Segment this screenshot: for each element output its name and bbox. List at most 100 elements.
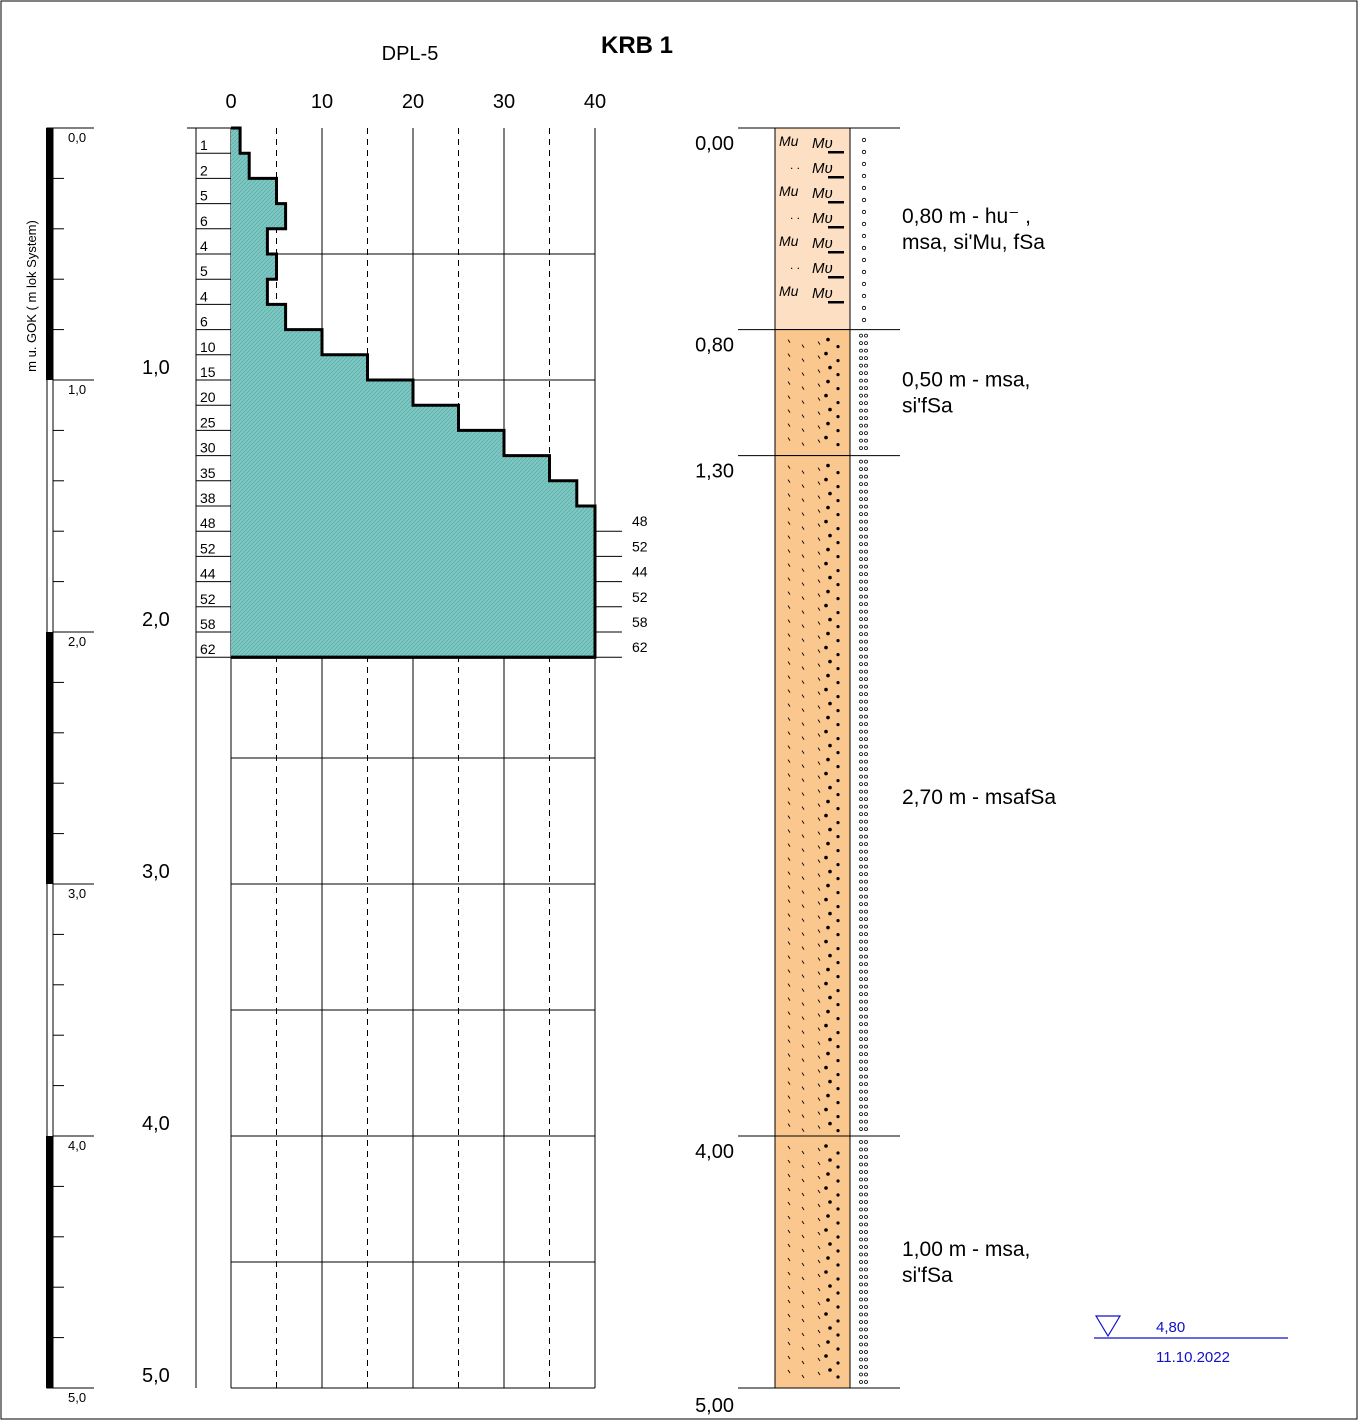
sample-dot (864, 587, 868, 591)
sample-dot (864, 1200, 868, 1204)
sand-dot (836, 569, 840, 573)
sand-tick (801, 358, 805, 362)
soil-symbol-dot: . . (790, 258, 800, 272)
sample-dot (859, 759, 863, 764)
sand-dot (836, 443, 840, 447)
sample-dot (859, 999, 863, 1004)
sand-dot (826, 925, 830, 930)
layer-top-depth: 0,80 (695, 335, 734, 357)
sample-dot (864, 534, 868, 539)
sand-dot (828, 1200, 832, 1204)
sample-dot (859, 684, 863, 689)
sand-tick (801, 624, 805, 628)
sand-tick (801, 974, 805, 978)
sample-dot (864, 1260, 868, 1264)
sand-tick (801, 498, 805, 502)
sample-dot (864, 849, 868, 854)
soil-symbol-dot: . . (790, 208, 800, 222)
sand-dot (826, 757, 830, 762)
sample-dot (864, 504, 868, 509)
sample-dot (864, 1097, 868, 1101)
sample-dot (859, 1200, 863, 1204)
sand-tick (787, 493, 791, 497)
sample-dot (859, 1162, 863, 1167)
sand-tick (817, 1189, 821, 1194)
sample-dot (864, 879, 868, 884)
sample-dot (859, 1312, 863, 1317)
sample-dot (864, 1357, 868, 1362)
sand-dot (826, 1051, 830, 1056)
sand-dot (836, 387, 840, 391)
sand-tick (801, 932, 805, 936)
sample-dot (859, 804, 863, 809)
sample-dot (859, 534, 863, 539)
blow-count-value: 35 (200, 465, 216, 481)
sand-dot (826, 1172, 830, 1176)
sand-dot (824, 477, 828, 482)
sand-tick (787, 731, 791, 735)
sand-dot (824, 603, 828, 608)
sand-dot (824, 1023, 828, 1028)
probe-depth-label: 1,0 (142, 357, 170, 379)
sample-dot (864, 1290, 868, 1294)
sample-dot (864, 431, 868, 436)
sand-dot (826, 1340, 830, 1344)
sand-dot (836, 1333, 840, 1337)
depth-scale: m u. GOK ( m lok System) 0,0 1,0 2,0 3,0 4,0… (24, 127, 94, 1405)
sand-dot (836, 373, 840, 377)
sand-dot (828, 953, 832, 958)
sample-dot (859, 1275, 863, 1279)
sand-dot (824, 939, 828, 944)
sample-dot (859, 1327, 863, 1332)
sand-tick (817, 929, 821, 933)
blow-count-overflow-labels: 48 52 44 52 58 62 (595, 513, 648, 658)
soil-symbol-mu: Mᴜ (812, 185, 833, 202)
sample-dot (861, 209, 867, 215)
sample-dot (859, 489, 863, 494)
probe-x-axis-ticks: 0 10 20 30 40 (225, 91, 606, 113)
sand-dot (836, 359, 840, 363)
sand-tick (787, 353, 791, 357)
blow-count-value: 6 (200, 213, 208, 229)
sand-dot (836, 1305, 840, 1309)
sand-dot (828, 995, 832, 1000)
sample-dot (859, 1097, 863, 1101)
soil-symbol-mu: Mu (779, 183, 799, 199)
sand-tick (801, 1192, 805, 1197)
sand-tick (801, 386, 805, 390)
sample-dot (859, 1127, 863, 1131)
sand-tick (801, 1290, 805, 1295)
bottom-depth-label: 5,00 (695, 1395, 734, 1417)
layer-description-2: si'fSa (902, 395, 953, 418)
sample-dot (864, 714, 868, 719)
sample-dot (859, 1147, 863, 1152)
sample-dot (859, 408, 863, 413)
sand-tick (801, 400, 805, 404)
sample-dot (859, 1320, 863, 1324)
sand-dot (826, 1093, 830, 1098)
sample-dot (859, 1074, 863, 1079)
sand-tick (801, 596, 805, 600)
sand-tick (817, 537, 821, 541)
sand-tick (817, 509, 821, 513)
sample-dot (859, 438, 863, 443)
sample-dot (864, 1067, 868, 1071)
sample-dot (861, 149, 867, 155)
sand-tick (801, 918, 805, 922)
soil-symbol-mu: Mᴜ (812, 135, 833, 152)
sand-tick (801, 1086, 805, 1090)
sample-dot (864, 1052, 868, 1056)
soil-symbol-mu: Mᴜ (812, 235, 833, 252)
sand-tick (817, 1111, 821, 1115)
depth-scale-ticks: 0,0 1,0 2,0 3,0 4,0 5,0 (53, 127, 94, 1405)
sand-tick (801, 484, 805, 488)
sand-tick (801, 792, 805, 796)
sand-dot (836, 611, 840, 615)
sand-tick (787, 871, 791, 875)
sand-dot (836, 961, 840, 965)
soil-symbol-dash (828, 226, 844, 229)
sample-dot (859, 1357, 863, 1362)
sand-dot (836, 415, 840, 419)
sample-dot (864, 1282, 868, 1287)
sample-dot (859, 924, 863, 929)
